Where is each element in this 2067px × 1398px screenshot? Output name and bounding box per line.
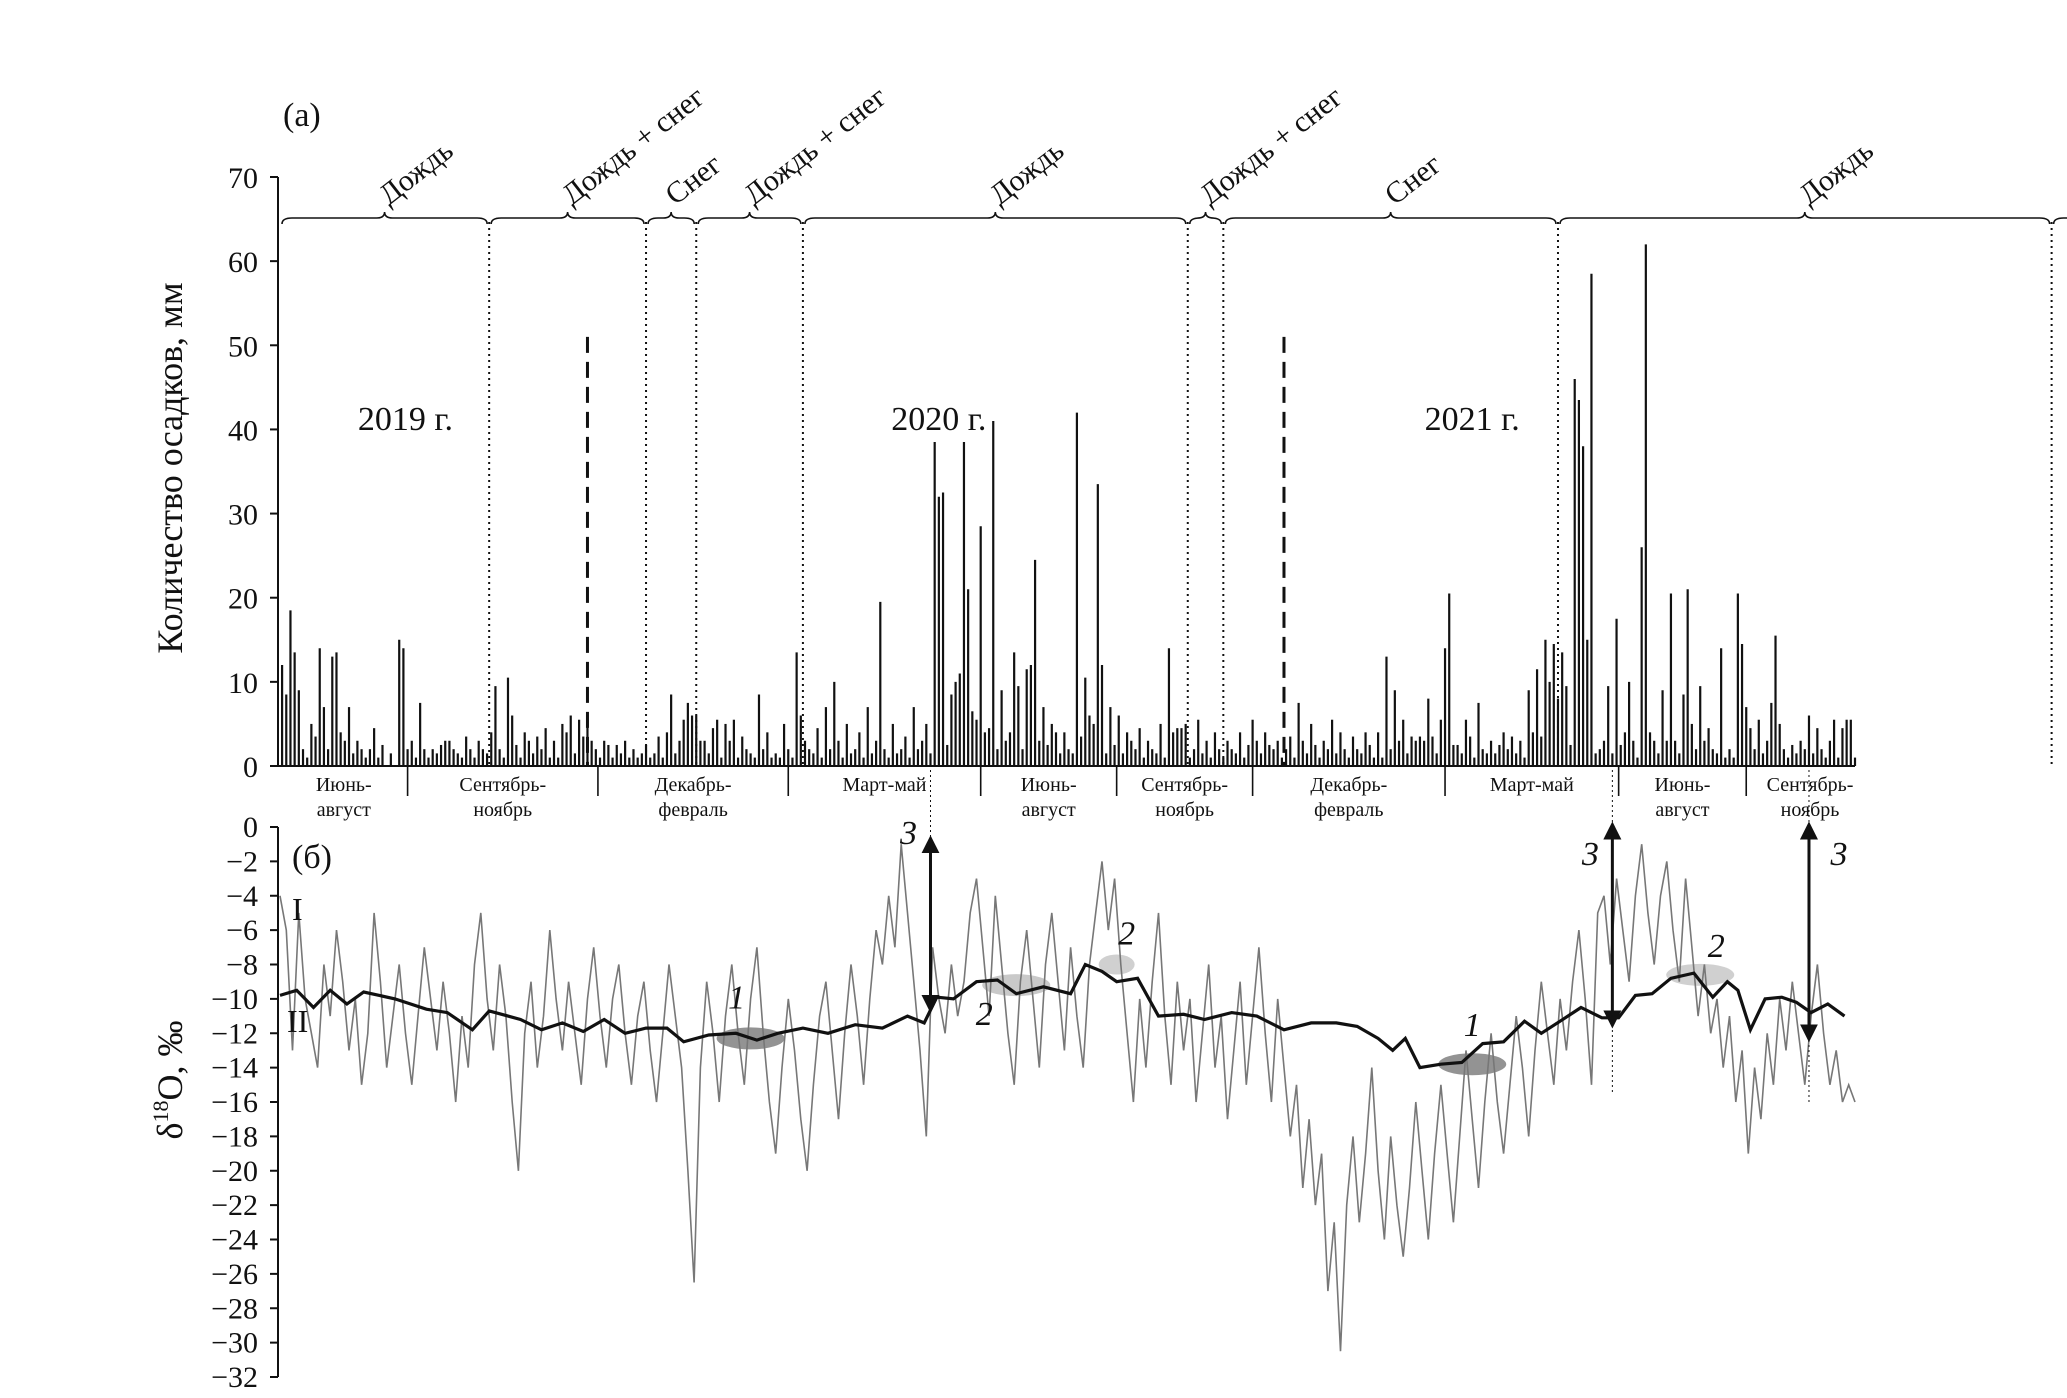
ellipse-label: 2 bbox=[976, 996, 993, 1033]
y-title-suffix: O, ‰ bbox=[150, 1021, 190, 1101]
y-tick-label: −20 bbox=[211, 1155, 258, 1188]
precipitation-type-label: Дождь + снег bbox=[1194, 80, 1349, 211]
arrow-label: 3 bbox=[899, 815, 917, 852]
year-labels: 2019 г. 2020 г. 2021 г. bbox=[358, 401, 1520, 438]
year-dividers bbox=[585, 336, 1286, 766]
y-tick-label: −16 bbox=[211, 1086, 258, 1119]
precipitation-type-label: Дождь bbox=[373, 134, 460, 212]
season-label: Сентябрь- bbox=[1767, 774, 1854, 796]
precipitation-type-brace bbox=[281, 211, 488, 225]
arrow-label: 3 bbox=[1829, 836, 1847, 873]
y-tick-label: −28 bbox=[211, 1292, 258, 1325]
season-label: Декабрь- bbox=[655, 774, 732, 796]
series-II-line bbox=[279, 962, 1846, 1070]
ellipse-label: 2 bbox=[1118, 916, 1135, 953]
precipitation-type-brace bbox=[1559, 211, 2051, 225]
y-tick-label: 20 bbox=[228, 583, 258, 616]
y-tick-label: −26 bbox=[211, 1258, 258, 1291]
y-tick-label: 0 bbox=[243, 811, 258, 844]
season-label: февраль bbox=[658, 799, 727, 821]
season-label: август bbox=[317, 799, 371, 821]
precipitation-type-label: Снег bbox=[659, 148, 728, 212]
y-tick-label: 0 bbox=[243, 751, 258, 784]
y-tick-label: −14 bbox=[211, 1052, 258, 1085]
ellipse-label: 1 bbox=[1464, 1007, 1481, 1044]
precipitation-type-brace bbox=[1224, 211, 1557, 225]
y-tick-label: −30 bbox=[211, 1327, 258, 1360]
y-tick-label: 60 bbox=[228, 246, 258, 279]
season-labels: Июнь-август Сентябрь-ноябрь Декабрь-феврал… bbox=[316, 766, 1854, 821]
series-II-label: II bbox=[287, 1003, 308, 1039]
season-label: Март-май bbox=[1490, 774, 1574, 796]
panel-a-label: (a) bbox=[283, 97, 321, 134]
season-label: Июнь- bbox=[316, 774, 372, 796]
panel-b-label: (б) bbox=[292, 839, 332, 876]
precipitation-type-brace bbox=[697, 211, 802, 225]
ellipse-label: 2 bbox=[1708, 928, 1725, 965]
y-tick-label: −18 bbox=[211, 1120, 258, 1153]
ellipse-labels: 1 2 2 1 2 bbox=[728, 916, 1725, 1045]
precipitation-type-label: Дождь + снег bbox=[738, 80, 893, 211]
season-label: Март-май bbox=[843, 774, 927, 796]
precipitation-type-braces bbox=[281, 211, 2067, 225]
series-I-line bbox=[279, 844, 1856, 1352]
precipitation-y-axis-title: Количество осадков, мм bbox=[150, 282, 190, 653]
y-title-superscript: 18 bbox=[148, 1101, 173, 1123]
season-dividers bbox=[488, 222, 2053, 766]
precipitation-type-label: Дождь bbox=[983, 134, 1070, 212]
season-label: Сентябрь- bbox=[459, 774, 546, 796]
precipitation-type-brace bbox=[647, 211, 696, 225]
annotation-arrows: 3 3 3 bbox=[899, 760, 1847, 1102]
season-label: август bbox=[1022, 799, 1076, 821]
season-label: Сентябрь- bbox=[1141, 774, 1228, 796]
season-label: Июнь- bbox=[1655, 774, 1711, 796]
precipitation-type-label: Снег bbox=[1379, 148, 1448, 212]
season-label: август bbox=[1655, 799, 1709, 821]
isotope-y-axis: 0−2−4−6−8−10−12−14−16−18−20−22−24−26−28−… bbox=[211, 811, 279, 1394]
y-tick-label: 40 bbox=[228, 414, 258, 447]
ellipse-label: 1 bbox=[728, 979, 745, 1016]
isotope-y-axis-title: δ18O, ‰ bbox=[148, 1021, 190, 1140]
y-tick-label: −12 bbox=[211, 1017, 258, 1050]
precipitation-type-label: Дождь bbox=[1793, 134, 1880, 212]
season-label: февраль bbox=[1314, 799, 1383, 821]
y-tick-label: −24 bbox=[211, 1224, 258, 1257]
y-tick-label: 50 bbox=[228, 330, 258, 363]
y-tick-label: 10 bbox=[228, 667, 258, 700]
precipitation-type-brace bbox=[1188, 211, 1223, 225]
season-label: Декабрь- bbox=[1310, 774, 1387, 796]
y-tick-label: −10 bbox=[211, 983, 258, 1016]
season-label: ноябрь bbox=[1781, 799, 1840, 821]
precipitation-bars bbox=[280, 244, 1857, 766]
precipitation-y-axis: 0 10 20 30 40 50 60 70 bbox=[228, 162, 279, 784]
year-label: 2021 г. bbox=[1425, 401, 1520, 438]
season-label: ноябрь bbox=[473, 799, 532, 821]
precipitation-type-brace bbox=[490, 211, 645, 225]
y-tick-label: 70 bbox=[228, 162, 258, 195]
series-I-label: I bbox=[292, 891, 303, 927]
highlight-ellipse bbox=[1666, 963, 1735, 986]
precipitation-type-brace bbox=[804, 211, 1187, 225]
precipitation-bar-chart: (a) 0 10 20 30 40 50 60 70 Количество осадков, … bbox=[150, 80, 2067, 821]
arrow-label: 3 bbox=[1581, 836, 1599, 873]
y-tick-label: 30 bbox=[228, 499, 258, 532]
season-label: Июнь- bbox=[1021, 774, 1077, 796]
y-title-delta: δ bbox=[150, 1123, 190, 1140]
y-tick-label: −32 bbox=[211, 1361, 258, 1394]
y-tick-label: −4 bbox=[226, 880, 258, 913]
precipitation-type-brace bbox=[2052, 217, 2067, 225]
season-label: ноябрь bbox=[1155, 799, 1214, 821]
highlight-ellipse bbox=[1098, 954, 1135, 975]
y-tick-label: −22 bbox=[211, 1189, 258, 1222]
isotope-line-chart: (б) 0−2−4−6−8−10−12−14−16−18−20−22−24−26… bbox=[148, 760, 1856, 1394]
year-label: 2020 г. bbox=[891, 401, 986, 438]
y-tick-label: −2 bbox=[226, 845, 258, 878]
y-tick-label: −8 bbox=[226, 949, 258, 982]
year-label: 2019 г. bbox=[358, 401, 453, 438]
y-tick-label: −6 bbox=[226, 914, 258, 947]
